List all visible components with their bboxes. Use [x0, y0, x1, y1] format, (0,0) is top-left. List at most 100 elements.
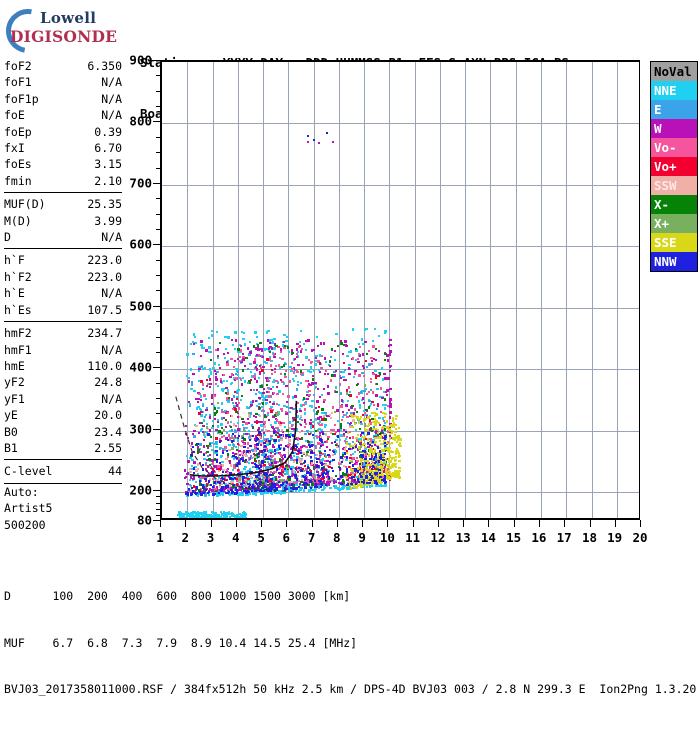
legend-item-x-[interactable]: X+ — [651, 214, 697, 233]
echo-point — [247, 457, 250, 461]
echo-point — [203, 419, 205, 422]
echo-point — [226, 336, 230, 340]
x-axis-label: 3 — [206, 530, 215, 545]
echo-point — [374, 457, 377, 461]
param-row: yF2 24.8 — [4, 374, 122, 390]
echo-point — [233, 444, 235, 448]
echo-point — [359, 439, 362, 442]
echo-point — [255, 335, 258, 338]
echo-point — [284, 489, 287, 492]
param-row: MUF(D) 25.35 — [4, 196, 122, 212]
echo-point — [292, 396, 294, 400]
echo-point — [327, 385, 330, 389]
echo-point — [254, 450, 257, 453]
echo-point — [217, 418, 220, 421]
y-axis-tick-minor — [156, 259, 160, 261]
echo-point — [263, 387, 266, 390]
echo-point — [268, 379, 270, 382]
echo-point — [309, 442, 312, 445]
echo-point — [225, 362, 229, 366]
echo-point — [236, 388, 240, 391]
echo-point — [247, 367, 250, 370]
echo-point — [214, 446, 218, 449]
echo-point — [293, 471, 296, 474]
echo-point — [248, 467, 251, 471]
echo-point — [255, 389, 258, 392]
echo-point — [267, 449, 270, 453]
echo-point — [278, 476, 281, 479]
echo-point — [286, 406, 289, 409]
echo-point — [257, 421, 260, 424]
echo-point — [376, 463, 380, 466]
echo-point — [245, 452, 248, 456]
echo-point — [264, 395, 268, 398]
echo-point — [260, 440, 264, 444]
echo-point — [238, 377, 241, 380]
echo-point — [249, 489, 252, 491]
x-axis-tick-major — [286, 520, 288, 527]
param-row: yE 20.0 — [4, 407, 122, 423]
param-value: 223.0 — [87, 253, 122, 268]
x-axis-label: 4 — [232, 530, 240, 545]
echo-point — [334, 423, 337, 426]
echo-point — [316, 436, 320, 439]
echo-point — [328, 486, 332, 489]
echo-point — [343, 370, 345, 373]
echo-point — [384, 404, 388, 407]
legend-item-nnw[interactable]: NNW — [651, 252, 697, 271]
echo-point — [203, 415, 206, 418]
echo-point — [232, 401, 235, 404]
echo-point — [349, 447, 353, 450]
echo-point — [197, 367, 201, 370]
legend-item-vo-[interactable]: Vo- — [651, 138, 697, 157]
echo-point — [368, 349, 371, 352]
echo-point — [192, 430, 196, 433]
echo-point — [290, 348, 293, 352]
echo-point — [368, 399, 372, 402]
echo-point — [234, 453, 238, 456]
echo-point — [381, 456, 385, 459]
echo-point — [185, 353, 189, 357]
echo-point — [261, 355, 264, 358]
echo-point — [208, 429, 211, 433]
ionogram-plot[interactable] — [160, 60, 640, 520]
legend-item-e[interactable]: E — [651, 100, 697, 119]
echo-point — [249, 406, 252, 409]
echo-point — [249, 388, 252, 391]
echo-point — [338, 481, 341, 484]
polarization-legend[interactable]: NoVal NNE E W Vo- Vo+ SSW X- X+ SSE NNW — [650, 61, 698, 272]
echo-point — [306, 398, 309, 400]
echo-point — [232, 407, 236, 410]
echo-point — [271, 450, 275, 453]
legend-item-noval[interactable]: NoVal — [651, 62, 697, 81]
echo-point — [357, 354, 360, 357]
echo-point — [249, 350, 253, 354]
echo-point — [333, 452, 336, 455]
echo-point — [206, 406, 209, 409]
param-group: foF2 6.350 foF1 N/A foF1p N/A foE N/A foEp 0.39 fx… — [4, 58, 122, 190]
echo-point — [261, 428, 263, 431]
param-key: foE — [4, 108, 25, 123]
echo-point — [375, 388, 379, 391]
echo-point — [389, 343, 393, 346]
echo-point — [214, 378, 218, 381]
legend-item-ssw[interactable]: SSW — [651, 176, 697, 195]
legend-item-nne[interactable]: NNE — [651, 81, 697, 100]
echo-point — [282, 392, 285, 395]
echo-point — [251, 450, 255, 453]
echo-point — [276, 402, 278, 405]
echo-point — [321, 458, 324, 461]
echo-point — [355, 396, 358, 399]
echo-point — [372, 426, 375, 430]
echo-point — [375, 359, 377, 362]
legend-item-sse[interactable]: SSE — [651, 233, 697, 252]
echo-point — [270, 465, 273, 469]
legend-item-x-[interactable]: X- — [651, 195, 697, 214]
plot-area[interactable] — [160, 60, 640, 520]
echo-point — [374, 328, 377, 331]
echo-point — [205, 423, 208, 426]
legend-item-vo-[interactable]: Vo+ — [651, 157, 697, 176]
echo-point — [387, 376, 391, 380]
echo-point — [198, 393, 201, 396]
legend-item-w[interactable]: W — [651, 119, 697, 138]
